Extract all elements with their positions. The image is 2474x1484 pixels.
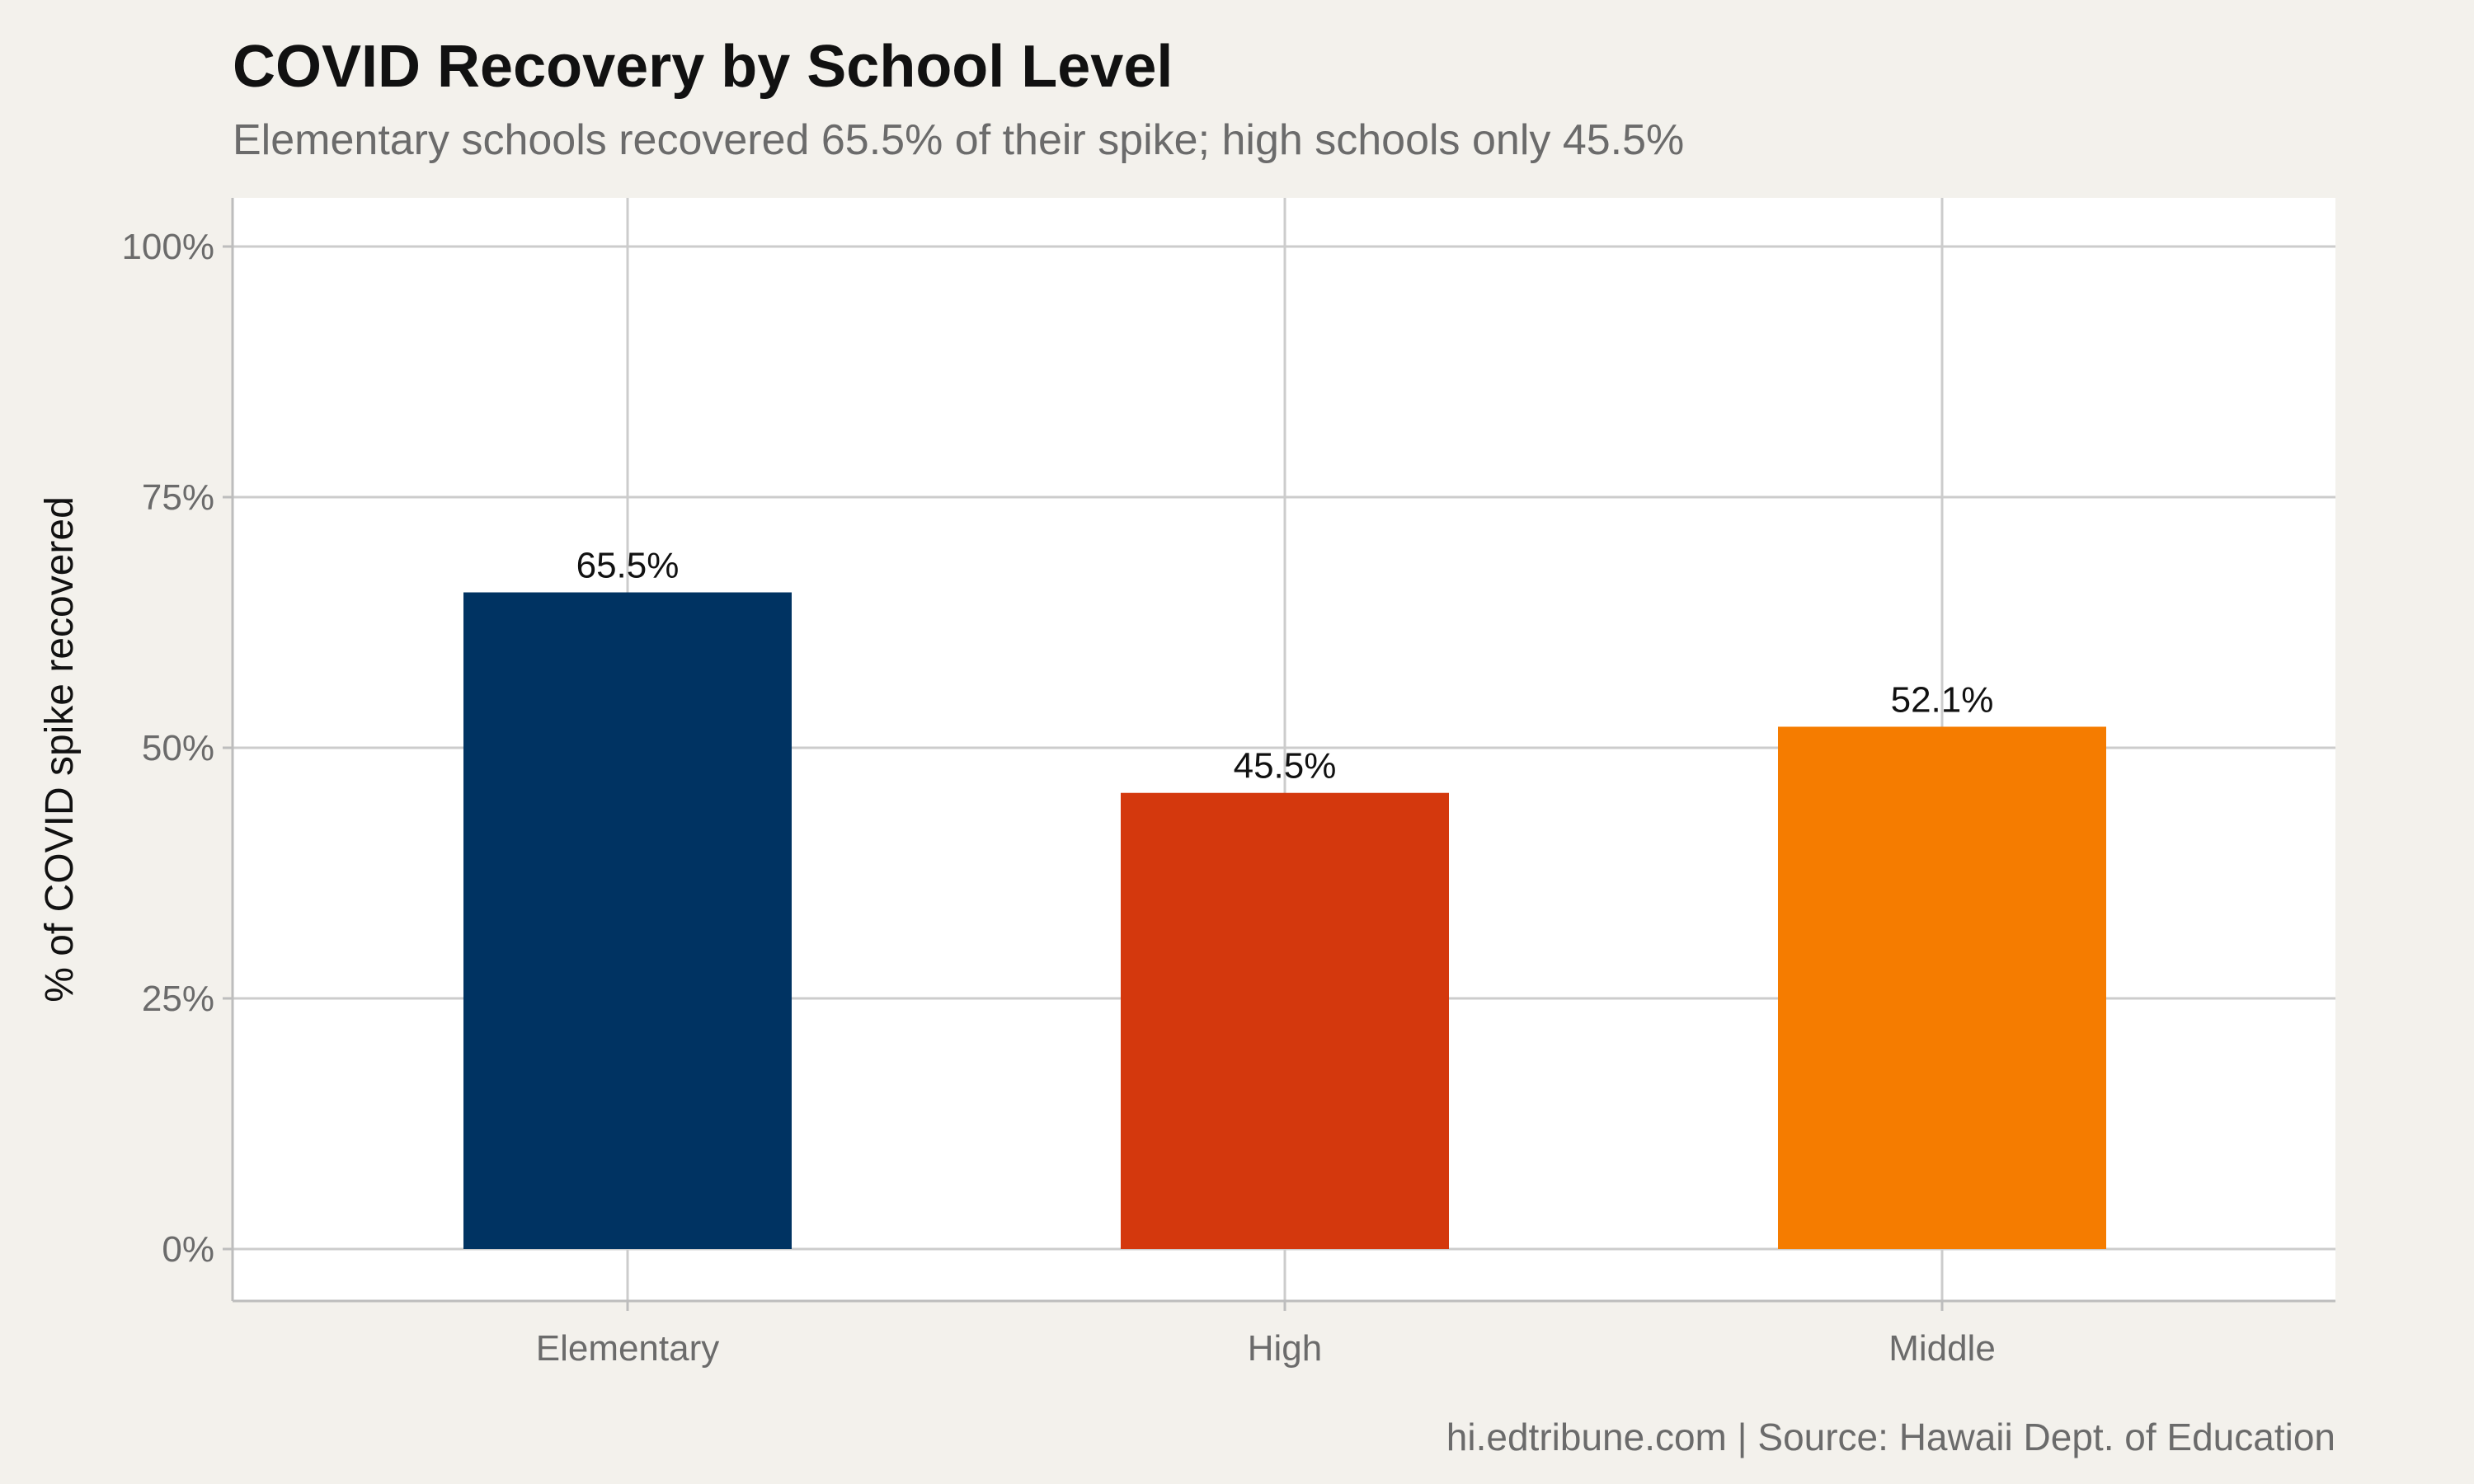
bar-elementary [463, 592, 792, 1249]
y-tick-label: 75% [142, 477, 214, 518]
data-label-elementary: 65.5% [576, 546, 680, 586]
x-tick-label-high: High [1248, 1328, 1323, 1369]
y-axis-title: % of COVID spike recovered [38, 496, 82, 1003]
y-tick-label: 100% [121, 227, 214, 267]
bar-high [1121, 792, 1449, 1249]
data-label-high: 45.5% [1234, 746, 1337, 787]
data-label-middle: 52.1% [1891, 679, 1994, 720]
chart-subtitle: Elementary schools recovered 65.5% of th… [233, 116, 1685, 164]
x-tick-label-middle: Middle [1888, 1328, 1996, 1369]
chart-caption: hi.edtribune.com | Source: Hawaii Dept. … [1446, 1416, 2335, 1458]
x-tick-label-elementary: Elementary [536, 1328, 720, 1369]
y-tick-label: 0% [162, 1229, 214, 1270]
y-tick-label: 50% [142, 728, 214, 768]
bars: 65.5% 45.5% 52.1% [463, 546, 2106, 1249]
chart-title: COVID Recovery by School Level [233, 34, 1174, 100]
bar-middle [1778, 726, 2106, 1249]
y-tick-label: 25% [142, 979, 214, 1019]
axes: 0% 25% 50% 75% 100% Elementary High Middle [121, 198, 2335, 1369]
